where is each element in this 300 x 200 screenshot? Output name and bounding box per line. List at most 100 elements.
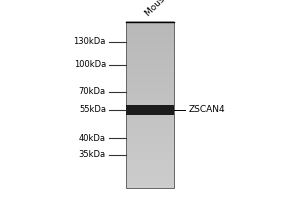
Bar bbox=[127, 51, 173, 52]
Bar bbox=[127, 31, 173, 32]
Bar bbox=[127, 132, 173, 133]
Bar bbox=[127, 164, 173, 165]
Bar bbox=[127, 115, 173, 116]
Bar bbox=[127, 79, 173, 80]
Bar bbox=[127, 163, 173, 164]
Bar bbox=[127, 106, 173, 107]
Bar bbox=[127, 176, 173, 177]
Bar bbox=[127, 74, 173, 75]
Bar bbox=[127, 109, 173, 110]
Bar bbox=[127, 92, 173, 93]
Bar bbox=[127, 180, 173, 181]
Bar bbox=[127, 129, 173, 130]
Bar bbox=[127, 39, 173, 40]
Bar bbox=[127, 103, 173, 104]
Bar bbox=[127, 66, 173, 67]
Bar bbox=[127, 98, 173, 99]
Bar bbox=[127, 61, 173, 62]
Bar bbox=[127, 56, 173, 57]
Bar bbox=[127, 65, 173, 66]
Bar bbox=[127, 178, 173, 179]
Bar bbox=[127, 186, 173, 187]
Bar bbox=[127, 117, 173, 118]
Bar bbox=[127, 55, 173, 56]
Bar bbox=[127, 144, 173, 145]
Bar bbox=[127, 121, 173, 122]
Bar bbox=[127, 70, 173, 71]
Bar bbox=[127, 72, 173, 73]
Bar bbox=[127, 123, 173, 124]
Bar bbox=[127, 120, 173, 121]
Bar bbox=[127, 59, 173, 60]
Text: ZSCAN4: ZSCAN4 bbox=[188, 105, 225, 114]
Bar bbox=[127, 22, 173, 23]
Bar bbox=[127, 167, 173, 168]
Bar bbox=[127, 90, 173, 91]
Text: 70kDa: 70kDa bbox=[79, 87, 106, 96]
Bar bbox=[127, 83, 173, 84]
Bar bbox=[127, 174, 173, 175]
Bar bbox=[127, 38, 173, 39]
Bar bbox=[127, 175, 173, 176]
Text: 35kDa: 35kDa bbox=[79, 150, 106, 159]
Bar bbox=[127, 102, 173, 103]
Bar bbox=[127, 22, 173, 188]
Bar bbox=[127, 111, 173, 112]
Bar bbox=[127, 142, 173, 143]
Bar bbox=[127, 49, 173, 50]
Bar bbox=[127, 51, 173, 52]
Bar bbox=[127, 67, 173, 68]
Bar bbox=[127, 108, 173, 109]
Bar bbox=[127, 158, 173, 159]
Bar bbox=[127, 42, 173, 43]
Bar bbox=[127, 160, 173, 161]
Bar bbox=[127, 153, 173, 154]
Bar bbox=[127, 86, 173, 87]
Bar bbox=[127, 147, 173, 148]
Bar bbox=[127, 116, 173, 117]
Bar bbox=[127, 155, 173, 156]
Bar bbox=[127, 73, 173, 74]
Bar bbox=[127, 105, 173, 115]
Bar bbox=[127, 97, 173, 98]
Bar bbox=[127, 96, 173, 97]
Bar bbox=[127, 91, 173, 92]
Bar bbox=[127, 125, 173, 126]
Bar bbox=[127, 58, 173, 59]
Bar bbox=[127, 111, 173, 112]
Bar bbox=[127, 139, 173, 140]
Bar bbox=[127, 89, 173, 90]
Bar bbox=[127, 146, 173, 147]
Bar bbox=[127, 148, 173, 149]
Bar bbox=[127, 36, 173, 37]
Bar bbox=[127, 85, 173, 86]
Bar bbox=[127, 84, 173, 85]
Bar bbox=[127, 66, 173, 67]
Bar bbox=[127, 29, 173, 30]
Bar bbox=[127, 100, 173, 101]
Bar bbox=[127, 179, 173, 180]
Bar bbox=[127, 104, 173, 105]
Bar bbox=[127, 77, 173, 78]
Bar bbox=[127, 69, 173, 70]
Bar bbox=[127, 81, 173, 82]
Bar bbox=[127, 37, 173, 38]
Bar bbox=[127, 143, 173, 144]
Bar bbox=[127, 64, 173, 65]
Bar bbox=[127, 56, 173, 57]
Bar bbox=[127, 106, 173, 107]
Bar bbox=[127, 96, 173, 97]
Bar bbox=[127, 121, 173, 122]
Bar bbox=[127, 86, 173, 87]
Text: Mouse kidney: Mouse kidney bbox=[144, 0, 194, 18]
Bar bbox=[127, 54, 173, 55]
Bar bbox=[127, 122, 173, 123]
Bar bbox=[127, 149, 173, 150]
Bar bbox=[127, 95, 173, 96]
Bar bbox=[127, 43, 173, 44]
Bar bbox=[127, 150, 173, 151]
Bar bbox=[127, 154, 173, 155]
Bar bbox=[127, 183, 173, 184]
Bar bbox=[127, 32, 173, 33]
Bar bbox=[127, 128, 173, 129]
